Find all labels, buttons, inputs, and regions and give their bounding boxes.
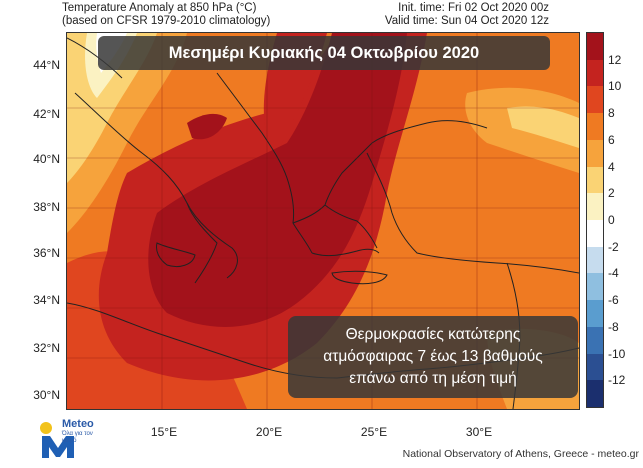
lon-label-30e: 30°E: [465, 425, 493, 439]
lat-label-40n: 40°N: [33, 152, 60, 166]
lat-label-36n: 36°N: [33, 246, 60, 260]
colorbar-segment: [587, 380, 603, 408]
colorbar-segment: [587, 33, 603, 61]
colorbar-segment: [587, 86, 603, 114]
info-line-3: επάνω από τη μέση τιμή: [349, 370, 517, 387]
colorbar-label: -4: [608, 266, 619, 281]
meteo-logo-icon: [40, 422, 74, 458]
lat-label-34n: 34°N: [33, 293, 60, 307]
colorbar: [586, 32, 604, 408]
lat-label-38n: 38°N: [33, 200, 60, 214]
colorbar-segment: [587, 193, 603, 221]
info-line-2: ατμόσφαιρας 7 έως 13 βαθμούς: [323, 348, 543, 365]
lon-label-15e: 15°E: [150, 425, 178, 439]
colorbar-label: 0: [608, 213, 615, 227]
lat-label-44n: 44°N: [33, 58, 60, 72]
logo-name: Meteo: [62, 418, 94, 430]
colorbar-label: 4: [608, 159, 615, 174]
header-variable: Temperature Anomaly at 850 hPa (°C): [62, 2, 257, 14]
colorbar-segment: [587, 300, 603, 328]
lat-label-32n: 32°N: [33, 341, 60, 355]
colorbar-label: 8: [608, 106, 615, 121]
colorbar-segment: [587, 273, 603, 301]
colorbar-segment: [587, 139, 603, 168]
lat-label-30n: 30°N: [33, 388, 60, 402]
header-climatology: (based on CFSR 1979-2010 climatology): [62, 15, 271, 27]
header-valid-time: Valid time: Sun 04 Oct 2020 12z: [384, 15, 549, 27]
colorbar-label: 10: [608, 79, 622, 94]
colorbar-label: -2: [608, 239, 619, 254]
info-line-1: Θερμοκρασίες κατώτερης: [345, 326, 521, 343]
colorbar-label: 6: [608, 132, 615, 147]
colorbar-segment: [587, 353, 603, 381]
lon-label-20e: 20°E: [255, 425, 283, 439]
lat-label-42n: 42°N: [33, 107, 60, 121]
colorbar-label: -12: [608, 373, 626, 388]
logo-tagline: Όλα για τον καιρό: [62, 431, 93, 444]
header-left: Temperature Anomaly at 850 hPa (°C) (bas…: [62, 2, 270, 28]
colorbar-label: 2: [608, 186, 615, 201]
colorbar-segment: [587, 166, 603, 194]
colorbar-segment: [587, 246, 603, 274]
colorbar-label: -6: [608, 293, 619, 308]
colorbar-segment: [587, 59, 603, 87]
header-right: Init. time: Fri 02 Oct 2020 00z Valid ti…: [385, 2, 549, 28]
colorbar-segment: [587, 326, 603, 355]
colorbar-label: -8: [608, 319, 619, 334]
colorbar-label: -10: [608, 346, 626, 361]
colorbar-segment: [587, 220, 603, 248]
map-title: Μεσημέρι Κυριακής 04 Οκτωβρίου 2020: [98, 36, 550, 70]
header-init-time: Init. time: Fri 02 Oct 2020 00z: [398, 2, 549, 14]
info-box: Θερμοκρασίες κατώτερης ατμόσφαιρας 7 έως…: [288, 316, 578, 398]
colorbar-segment: [587, 113, 603, 141]
lon-label-25e: 25°E: [360, 425, 388, 439]
footer-credit: National Observatory of Athens, Greece -…: [402, 448, 639, 460]
colorbar-label: 12: [608, 52, 622, 67]
